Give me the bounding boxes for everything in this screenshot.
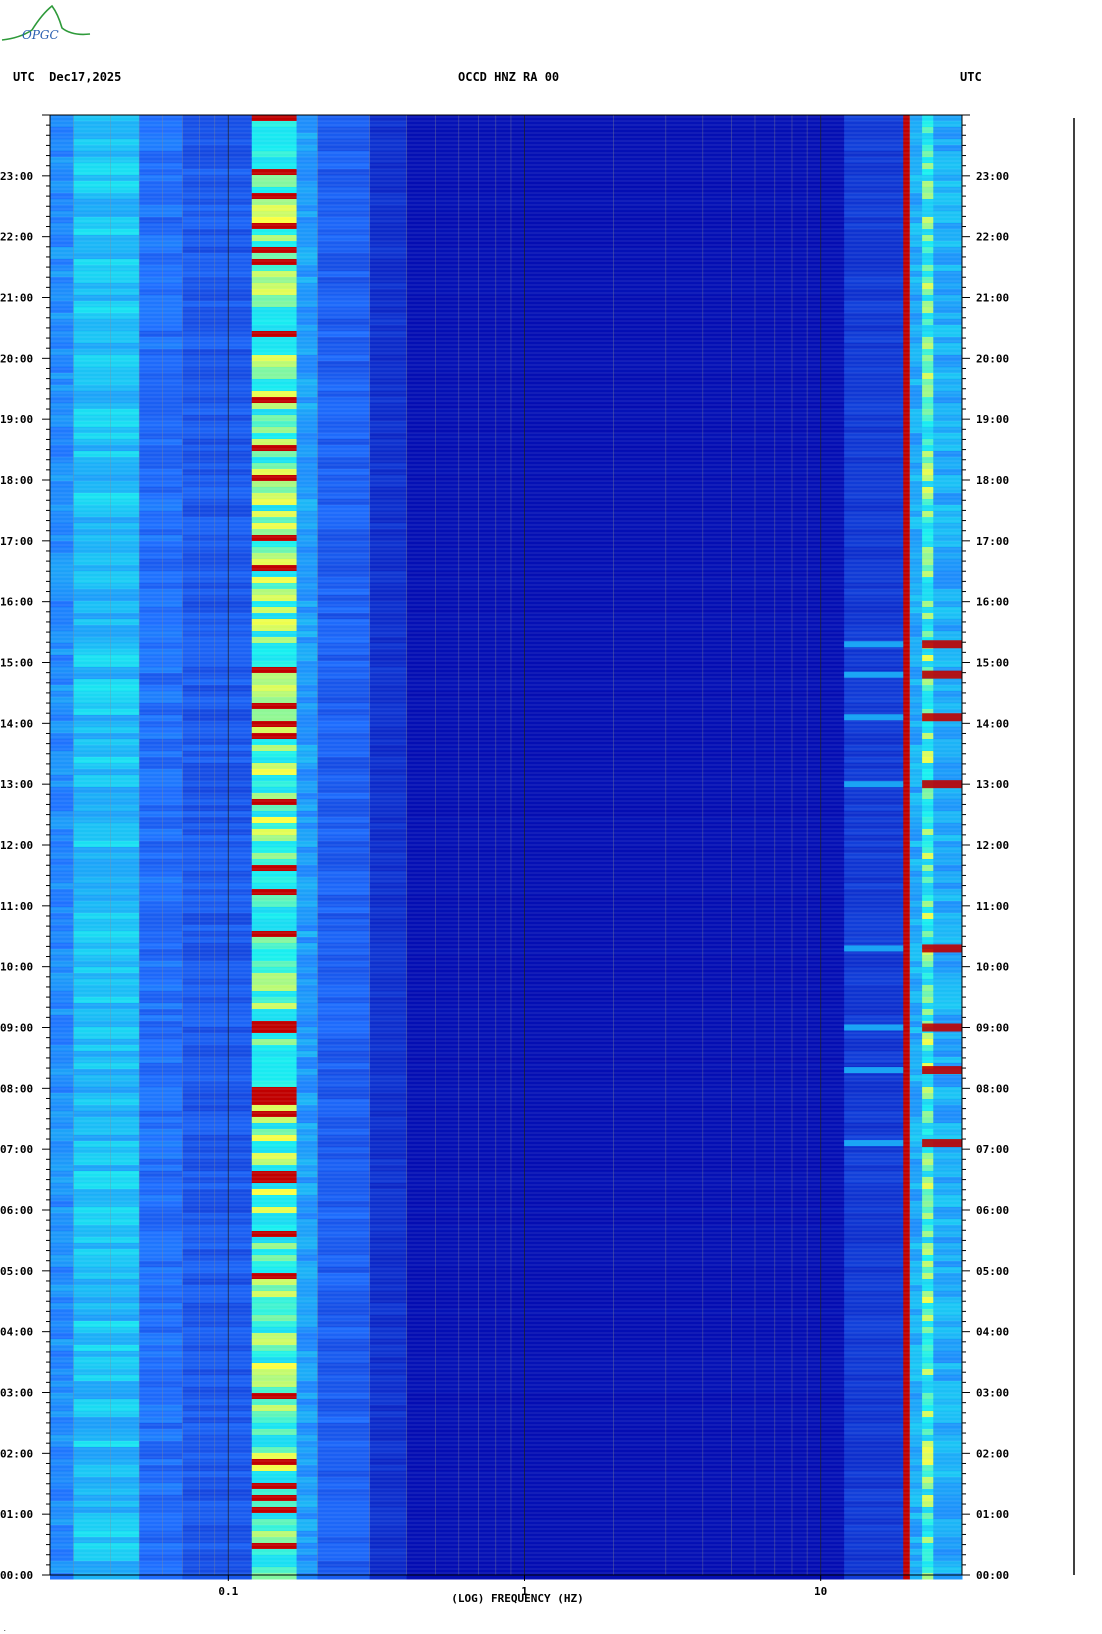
chart-title: OCCD HNZ RA 00 xyxy=(458,70,560,84)
y-tick-label: 05:00 xyxy=(0,1265,33,1278)
y-tick-label: 08:00 xyxy=(976,1082,1009,1095)
frequency-gridlines xyxy=(73,115,963,1575)
event-streak-core xyxy=(922,944,962,953)
y-tick-label: 16:00 xyxy=(0,596,33,609)
y-axis-ticks: 00:00 00:00 01:00 01:00 02:00 02:00 03:00 03:00… xyxy=(0,114,1009,1582)
y-tick-label: 17:00 xyxy=(0,535,33,548)
y-tick-label: 06:00 xyxy=(976,1204,1009,1217)
y-tick-label: 23:00 xyxy=(976,170,1009,183)
event-streak-core xyxy=(922,1023,962,1032)
y-tick-label: 08:00 xyxy=(0,1082,33,1095)
event-streaks xyxy=(844,640,962,1148)
y-tick-label: 15:00 xyxy=(0,657,33,670)
y-tick-label: 00:00 xyxy=(0,1569,33,1582)
y-tick-label: 04:00 xyxy=(0,1326,33,1339)
event-streak xyxy=(844,714,904,721)
y-tick-label: 21:00 xyxy=(0,292,33,305)
event-streak-core xyxy=(922,1139,962,1148)
y-tick-label: 13:00 xyxy=(0,778,33,791)
y-tick-label: 09:00 xyxy=(0,1022,33,1035)
y-tick-label: 03:00 xyxy=(976,1387,1009,1400)
event-streak xyxy=(844,945,904,952)
y-tick-label: 04:00 xyxy=(976,1326,1009,1339)
y-tick-label: 20:00 xyxy=(976,352,1009,365)
event-streak xyxy=(844,671,904,678)
y-tick-label: 19:00 xyxy=(0,413,33,426)
y-tick-label: 10:00 xyxy=(0,961,33,974)
event-streak xyxy=(844,1140,904,1147)
x-axis-label: (LOG) FREQUENCY (HZ) xyxy=(451,1592,584,1605)
y-tick-label: 14:00 xyxy=(976,717,1009,730)
y-tick-label: 20:00 xyxy=(0,352,33,365)
event-streak-core xyxy=(922,713,962,722)
y-tick-label: 21:00 xyxy=(976,292,1009,305)
event-streak xyxy=(844,1067,904,1074)
y-tick-label: 16:00 xyxy=(976,596,1009,609)
volcano-logo-icon xyxy=(1,4,91,41)
y-tick-label: 06:00 xyxy=(0,1204,33,1217)
x-tick-label: 10 xyxy=(814,1585,827,1598)
header-date: UTC Dec17,2025 xyxy=(13,70,122,84)
y-tick-label: 12:00 xyxy=(976,839,1009,852)
y-tick-label: 03:00 xyxy=(0,1387,33,1400)
y-tick-label: 18:00 xyxy=(0,474,33,487)
y-tick-label: 22:00 xyxy=(0,231,33,244)
event-streak xyxy=(844,641,904,648)
y-tick-label: 13:00 xyxy=(976,778,1009,791)
x-tick-label: 0.1 xyxy=(218,1585,238,1598)
y-tick-label: 11:00 xyxy=(976,900,1009,913)
y-tick-label: 02:00 xyxy=(976,1447,1009,1460)
event-streak-core xyxy=(922,780,962,789)
y-tick-label: 07:00 xyxy=(0,1143,33,1156)
event-streak xyxy=(844,1024,904,1031)
y-tick-label: 14:00 xyxy=(0,717,33,730)
y-tick-label: 02:00 xyxy=(0,1447,33,1460)
y-tick-label: 12:00 xyxy=(0,839,33,852)
y-tick-label: 01:00 xyxy=(976,1508,1009,1521)
y-tick-label: 11:00 xyxy=(0,900,33,913)
corner-mark: . xyxy=(3,1626,7,1633)
y-tick-label: 00:00 xyxy=(976,1569,1009,1582)
y-tick-label: 18:00 xyxy=(976,474,1009,487)
event-streak-core xyxy=(922,670,962,679)
event-streak-core xyxy=(922,640,962,649)
x-axis-ticks: 0.1 1 10 xyxy=(218,1575,827,1598)
y-tick-label: 01:00 xyxy=(0,1508,33,1521)
y-tick-label: 05:00 xyxy=(976,1265,1009,1278)
y-tick-label: 07:00 xyxy=(976,1143,1009,1156)
y-tick-label: 09:00 xyxy=(976,1022,1009,1035)
y-tick-label: 15:00 xyxy=(976,657,1009,670)
y-tick-label: 23:00 xyxy=(0,170,33,183)
event-streak-core xyxy=(922,1066,962,1075)
y-tick-label: 17:00 xyxy=(976,535,1009,548)
y-tick-label: 19:00 xyxy=(976,413,1009,426)
event-streak xyxy=(844,781,904,788)
header-utc: UTC xyxy=(960,70,982,84)
x-tick-label: 1 xyxy=(521,1585,528,1598)
logo-text: OPGC xyxy=(22,28,59,42)
y-tick-label: 22:00 xyxy=(976,231,1009,244)
y-tick-label: 10:00 xyxy=(976,961,1009,974)
